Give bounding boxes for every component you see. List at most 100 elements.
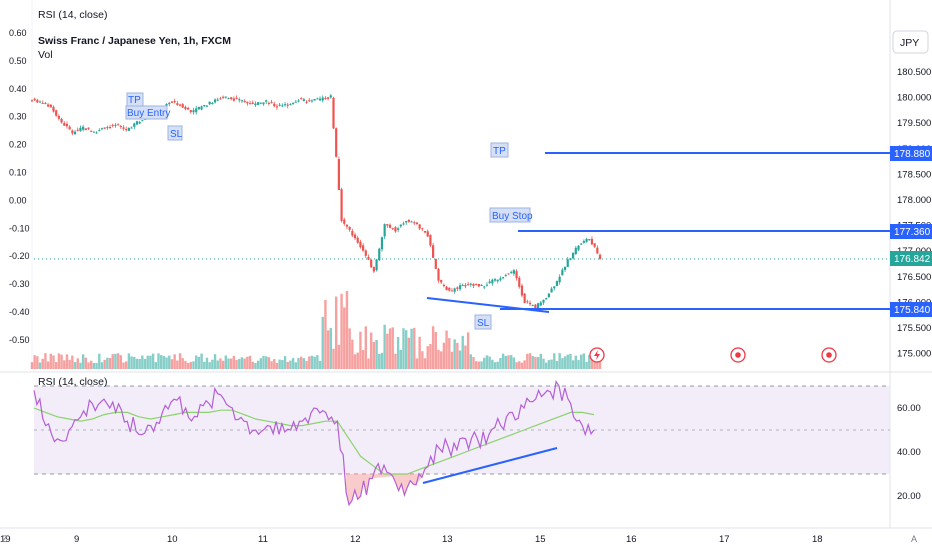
rsi-axis[interactable]: 60.00 40.00 20.00 [897,403,921,502]
currency-button[interactable]: JPY [892,30,929,54]
candle-body [488,281,491,284]
candle-body [418,224,421,229]
candle-body [359,241,362,248]
volume-bar [305,361,308,369]
volume-bar [262,355,265,369]
volume-bar [345,290,349,369]
time-axis[interactable]: 9 10 11 12 13 15 16 17 18 19 [0,534,823,545]
sl-annotation[interactable]: SL [474,314,492,330]
volume-bar [410,328,413,369]
lightning-event-icon[interactable] [589,347,605,363]
buy-stop-price-tag-text: 177.360 [894,227,931,238]
volume-bar [246,356,249,369]
tp-price-tag[interactable]: 178.880 [890,146,932,161]
price-trendline[interactable] [426,297,550,313]
volume-bar [273,359,276,369]
auto-scale-button[interactable]: A [911,534,917,544]
volume-bar [531,356,534,369]
volume-bar [329,327,333,369]
candle-body [343,219,346,224]
volume-bar [340,293,343,369]
volume-bar [334,296,338,369]
volume-bar [378,354,381,369]
sl-price-tag[interactable]: 175.840 [890,302,932,317]
candle-body [450,290,454,292]
candle-body [378,248,381,261]
price-axis-tick: 180.000 [897,93,931,104]
volume-bar [456,342,459,369]
candle-body [289,104,292,106]
rsi-pane-title[interactable]: RSI (14, close) [38,376,107,388]
candle-body [63,122,66,126]
volume-bar [219,358,222,369]
volume-bar [275,362,279,369]
candle-body [442,284,445,287]
candle-body [496,279,499,282]
candle-body [230,97,233,100]
buy-stop-price-tag[interactable]: 177.360 [890,224,932,239]
volume-bar [248,355,252,369]
candle-body [440,279,443,283]
zoom-corner-button[interactable]: Z [2,534,8,544]
time-axis-tick: 13 [442,534,453,545]
volume-bar [501,353,505,369]
candle-body [57,115,60,119]
volume-bar [353,354,357,369]
economic-event-icon[interactable] [821,347,837,363]
left-axis-tick: 0.30 [9,112,27,122]
last-price-tag[interactable]: 176.842 [890,251,932,266]
candle-body [100,128,104,130]
volume-bar [89,360,93,369]
last-price-tag-text: 176.842 [894,254,931,265]
rsi-trendline[interactable] [422,447,558,484]
volume-bar [582,353,586,369]
candle-body [79,127,82,132]
volume-bar [151,353,155,369]
candle-body [305,101,308,103]
volume-bar [386,333,389,369]
rsi-axis-tick: 20.00 [897,491,921,502]
volume-bar [534,356,537,369]
volume-bar [178,353,182,369]
volume-bar [133,357,136,369]
candle-body [106,127,109,129]
volume-bar [192,361,195,369]
candle-body [353,234,357,239]
candle-body [240,100,244,102]
volume-bar [367,358,370,369]
volume-bar [579,354,583,369]
volume-bar [528,353,532,369]
candle-body [380,237,384,250]
volume-bar [491,359,494,369]
volume-bar [111,354,114,369]
volume-bar [100,362,104,369]
volume-bar [63,360,66,369]
volume-bar [442,342,446,369]
old-buy-entry-annotation[interactable]: Buy Entry [125,105,170,120]
candle-body [415,222,419,224]
candle-body [270,102,273,104]
volume-bar [216,360,219,369]
candle-body [512,270,515,274]
buy-stop-annotation[interactable]: Buy Stop [489,207,533,223]
candle-body [539,302,542,306]
volume-bar [413,327,416,369]
old-tp-annotation[interactable]: TP [126,92,144,107]
volume-label[interactable]: Vol [38,49,53,61]
candle-body [232,98,235,101]
volume-bar [308,356,311,369]
symbol-title[interactable]: Swiss Franc / Japanese Yen, 1h, FXCM [38,35,231,47]
candle-body [410,221,413,223]
candle-body [437,268,440,281]
economic-event-icon[interactable] [730,347,746,363]
candle-body [563,266,567,270]
tp-annotation[interactable]: TP [490,142,509,158]
volume-bar [445,330,448,369]
volume-bar [116,353,120,369]
candle-body [125,129,128,131]
old-sl-annotation[interactable]: SL [167,125,183,141]
candle-body [566,259,569,268]
volume-bar [108,358,112,369]
indicator-title-top[interactable]: RSI (14, close) [38,9,107,21]
